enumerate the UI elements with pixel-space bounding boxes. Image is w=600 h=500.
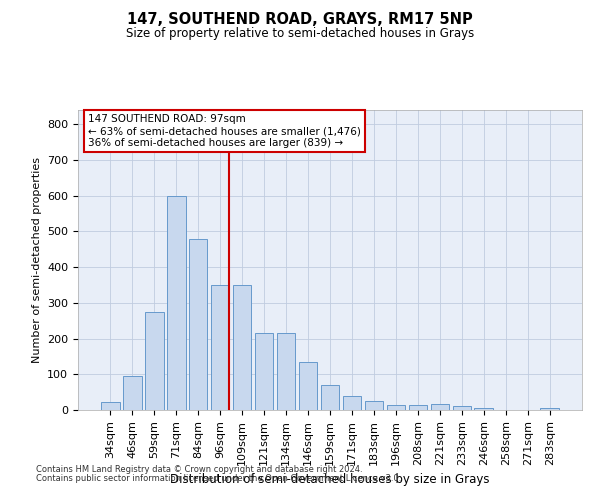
Text: Contains public sector information licensed under the Open Government Licence v3: Contains public sector information licen… <box>36 474 401 483</box>
Bar <box>386 404 405 410</box>
Bar <box>431 404 449 410</box>
Text: Contains HM Land Registry data © Crown copyright and database right 2024.: Contains HM Land Registry data © Crown c… <box>36 466 362 474</box>
Bar <box>233 285 251 410</box>
Bar <box>211 285 229 410</box>
Bar <box>299 362 317 410</box>
Bar <box>277 333 295 410</box>
Bar <box>145 312 164 410</box>
Bar <box>343 396 361 410</box>
Text: Size of property relative to semi-detached houses in Grays: Size of property relative to semi-detach… <box>126 28 474 40</box>
Y-axis label: Number of semi-detached properties: Number of semi-detached properties <box>32 157 41 363</box>
Bar <box>101 402 119 410</box>
Bar <box>167 196 185 410</box>
Bar <box>123 376 142 410</box>
Bar <box>320 385 340 410</box>
X-axis label: Distribution of semi-detached houses by size in Grays: Distribution of semi-detached houses by … <box>170 473 490 486</box>
Bar <box>189 238 208 410</box>
Bar <box>365 401 383 410</box>
Text: 147 SOUTHEND ROAD: 97sqm
← 63% of semi-detached houses are smaller (1,476)
36% o: 147 SOUTHEND ROAD: 97sqm ← 63% of semi-d… <box>88 114 361 148</box>
Bar <box>452 406 471 410</box>
Bar <box>255 333 274 410</box>
Text: 147, SOUTHEND ROAD, GRAYS, RM17 5NP: 147, SOUTHEND ROAD, GRAYS, RM17 5NP <box>127 12 473 28</box>
Bar <box>409 404 427 410</box>
Bar <box>541 408 559 410</box>
Bar <box>475 408 493 410</box>
